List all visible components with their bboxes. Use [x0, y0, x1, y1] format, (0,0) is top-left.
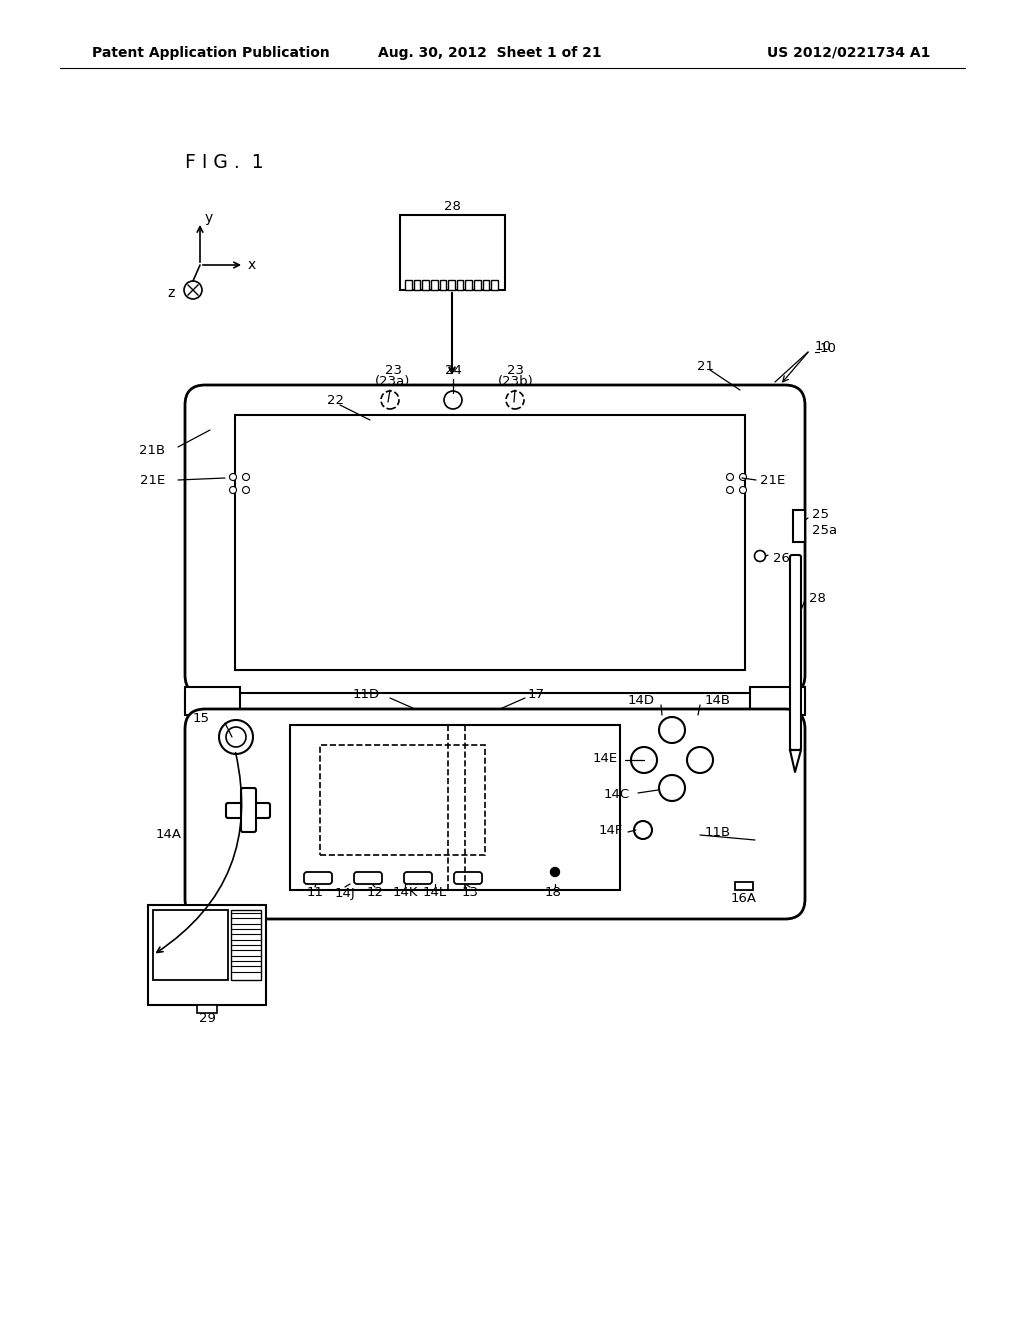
Text: 21E: 21E — [760, 474, 785, 487]
Bar — [474, 280, 480, 290]
Circle shape — [184, 281, 202, 300]
Circle shape — [739, 474, 746, 480]
Text: F I G .  1: F I G . 1 — [185, 153, 263, 173]
Circle shape — [506, 391, 524, 409]
Bar — [234, 414, 745, 671]
Circle shape — [243, 474, 250, 480]
Bar — [406, 280, 412, 290]
Circle shape — [551, 867, 559, 876]
Text: 28: 28 — [809, 591, 826, 605]
Text: 14L: 14L — [423, 887, 447, 899]
Circle shape — [755, 550, 766, 561]
Text: 26: 26 — [773, 552, 790, 565]
Text: 18: 18 — [545, 886, 561, 899]
Text: 23: 23 — [508, 363, 524, 376]
FancyBboxPatch shape — [404, 873, 432, 884]
Text: 14B: 14B — [705, 693, 731, 706]
Text: 14C: 14C — [604, 788, 630, 801]
Bar — [466, 280, 472, 290]
Circle shape — [229, 474, 237, 480]
FancyBboxPatch shape — [241, 788, 256, 832]
Text: 10: 10 — [820, 342, 837, 355]
Bar — [400, 215, 505, 290]
FancyBboxPatch shape — [185, 385, 805, 696]
Circle shape — [659, 717, 685, 743]
Text: z: z — [168, 286, 175, 300]
Text: 21B: 21B — [139, 444, 165, 457]
Bar — [148, 906, 266, 1005]
FancyBboxPatch shape — [454, 873, 482, 884]
Text: 22: 22 — [327, 395, 343, 408]
Text: 14A: 14A — [156, 829, 182, 842]
Circle shape — [381, 391, 399, 409]
Text: 29: 29 — [199, 1011, 215, 1024]
Text: 16A: 16A — [731, 891, 757, 904]
Text: (23a): (23a) — [376, 375, 411, 388]
Text: 14D: 14D — [628, 693, 655, 706]
Text: 24: 24 — [444, 363, 462, 376]
Text: 14K: 14K — [392, 887, 418, 899]
Text: 21: 21 — [696, 359, 714, 372]
Text: 12: 12 — [367, 887, 384, 899]
Text: 15: 15 — [193, 711, 210, 725]
Circle shape — [243, 487, 250, 494]
Text: 21E: 21E — [139, 474, 165, 487]
Bar — [185, 686, 240, 715]
Text: 10: 10 — [815, 341, 831, 354]
Text: 23: 23 — [384, 363, 401, 376]
Bar — [231, 909, 261, 979]
FancyBboxPatch shape — [354, 873, 382, 884]
FancyBboxPatch shape — [304, 873, 332, 884]
FancyBboxPatch shape — [226, 803, 270, 818]
Circle shape — [631, 747, 657, 774]
Text: 11: 11 — [306, 887, 324, 899]
Text: US 2012/0221734 A1: US 2012/0221734 A1 — [767, 46, 930, 59]
Text: 11D: 11D — [353, 689, 380, 701]
FancyBboxPatch shape — [790, 554, 801, 750]
Text: x: x — [248, 257, 256, 272]
Bar — [422, 280, 429, 290]
Bar — [153, 909, 228, 979]
Text: y: y — [205, 211, 213, 224]
Circle shape — [219, 719, 253, 754]
Circle shape — [726, 487, 733, 494]
Bar — [482, 280, 489, 290]
Circle shape — [659, 775, 685, 801]
Bar — [414, 280, 420, 290]
Bar — [457, 280, 464, 290]
Text: 10: 10 — [820, 342, 837, 355]
Text: (23b): (23b) — [498, 375, 534, 388]
Text: Patent Application Publication: Patent Application Publication — [92, 46, 330, 59]
Bar — [197, 1005, 217, 1012]
Circle shape — [226, 727, 246, 747]
Text: 17: 17 — [528, 689, 545, 701]
Bar — [439, 280, 446, 290]
FancyBboxPatch shape — [185, 709, 805, 919]
Text: 14E: 14E — [593, 751, 618, 764]
Bar — [185, 693, 805, 709]
Bar — [492, 280, 498, 290]
Circle shape — [739, 487, 746, 494]
Text: 13: 13 — [462, 887, 478, 899]
Bar — [431, 280, 437, 290]
Text: 25: 25 — [812, 508, 829, 521]
Circle shape — [687, 747, 713, 774]
Text: 14F: 14F — [599, 825, 623, 837]
Circle shape — [726, 474, 733, 480]
Text: Aug. 30, 2012  Sheet 1 of 21: Aug. 30, 2012 Sheet 1 of 21 — [378, 46, 602, 59]
Circle shape — [634, 821, 652, 840]
Text: 11B: 11B — [705, 825, 731, 838]
Bar — [449, 280, 455, 290]
Circle shape — [444, 391, 462, 409]
Text: 28: 28 — [443, 201, 461, 214]
Circle shape — [229, 487, 237, 494]
Text: 25a: 25a — [812, 524, 838, 536]
Bar — [750, 686, 805, 715]
Text: 14J: 14J — [335, 887, 355, 899]
Bar — [735, 882, 753, 890]
Bar — [290, 725, 620, 890]
Bar — [319, 744, 485, 855]
Bar — [793, 510, 805, 543]
